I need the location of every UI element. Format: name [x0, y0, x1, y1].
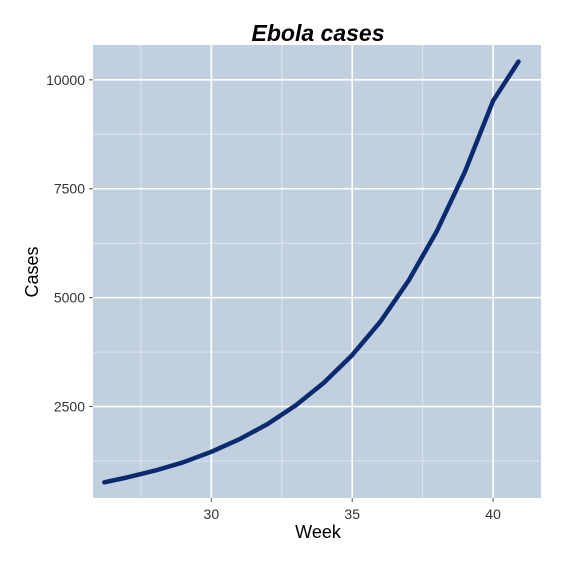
x-axis-label: Week — [295, 522, 342, 542]
plot-panel-background — [93, 45, 541, 498]
x-tick-label: 30 — [204, 506, 220, 522]
y-tick-label: 7500 — [54, 181, 85, 197]
y-axis-label: Cases — [22, 246, 42, 297]
y-tick-label: 10000 — [46, 72, 85, 88]
chart-title: Ebola cases — [252, 20, 385, 46]
y-tick-label: 2500 — [54, 399, 85, 415]
x-tick-label: 35 — [344, 506, 360, 522]
series-line — [102, 59, 521, 485]
plot-area: 30 35 40 2500 5000 7500 10000 — [46, 45, 541, 522]
y-tick-label: 5000 — [54, 290, 85, 306]
x-tick-label: 40 — [485, 506, 501, 522]
